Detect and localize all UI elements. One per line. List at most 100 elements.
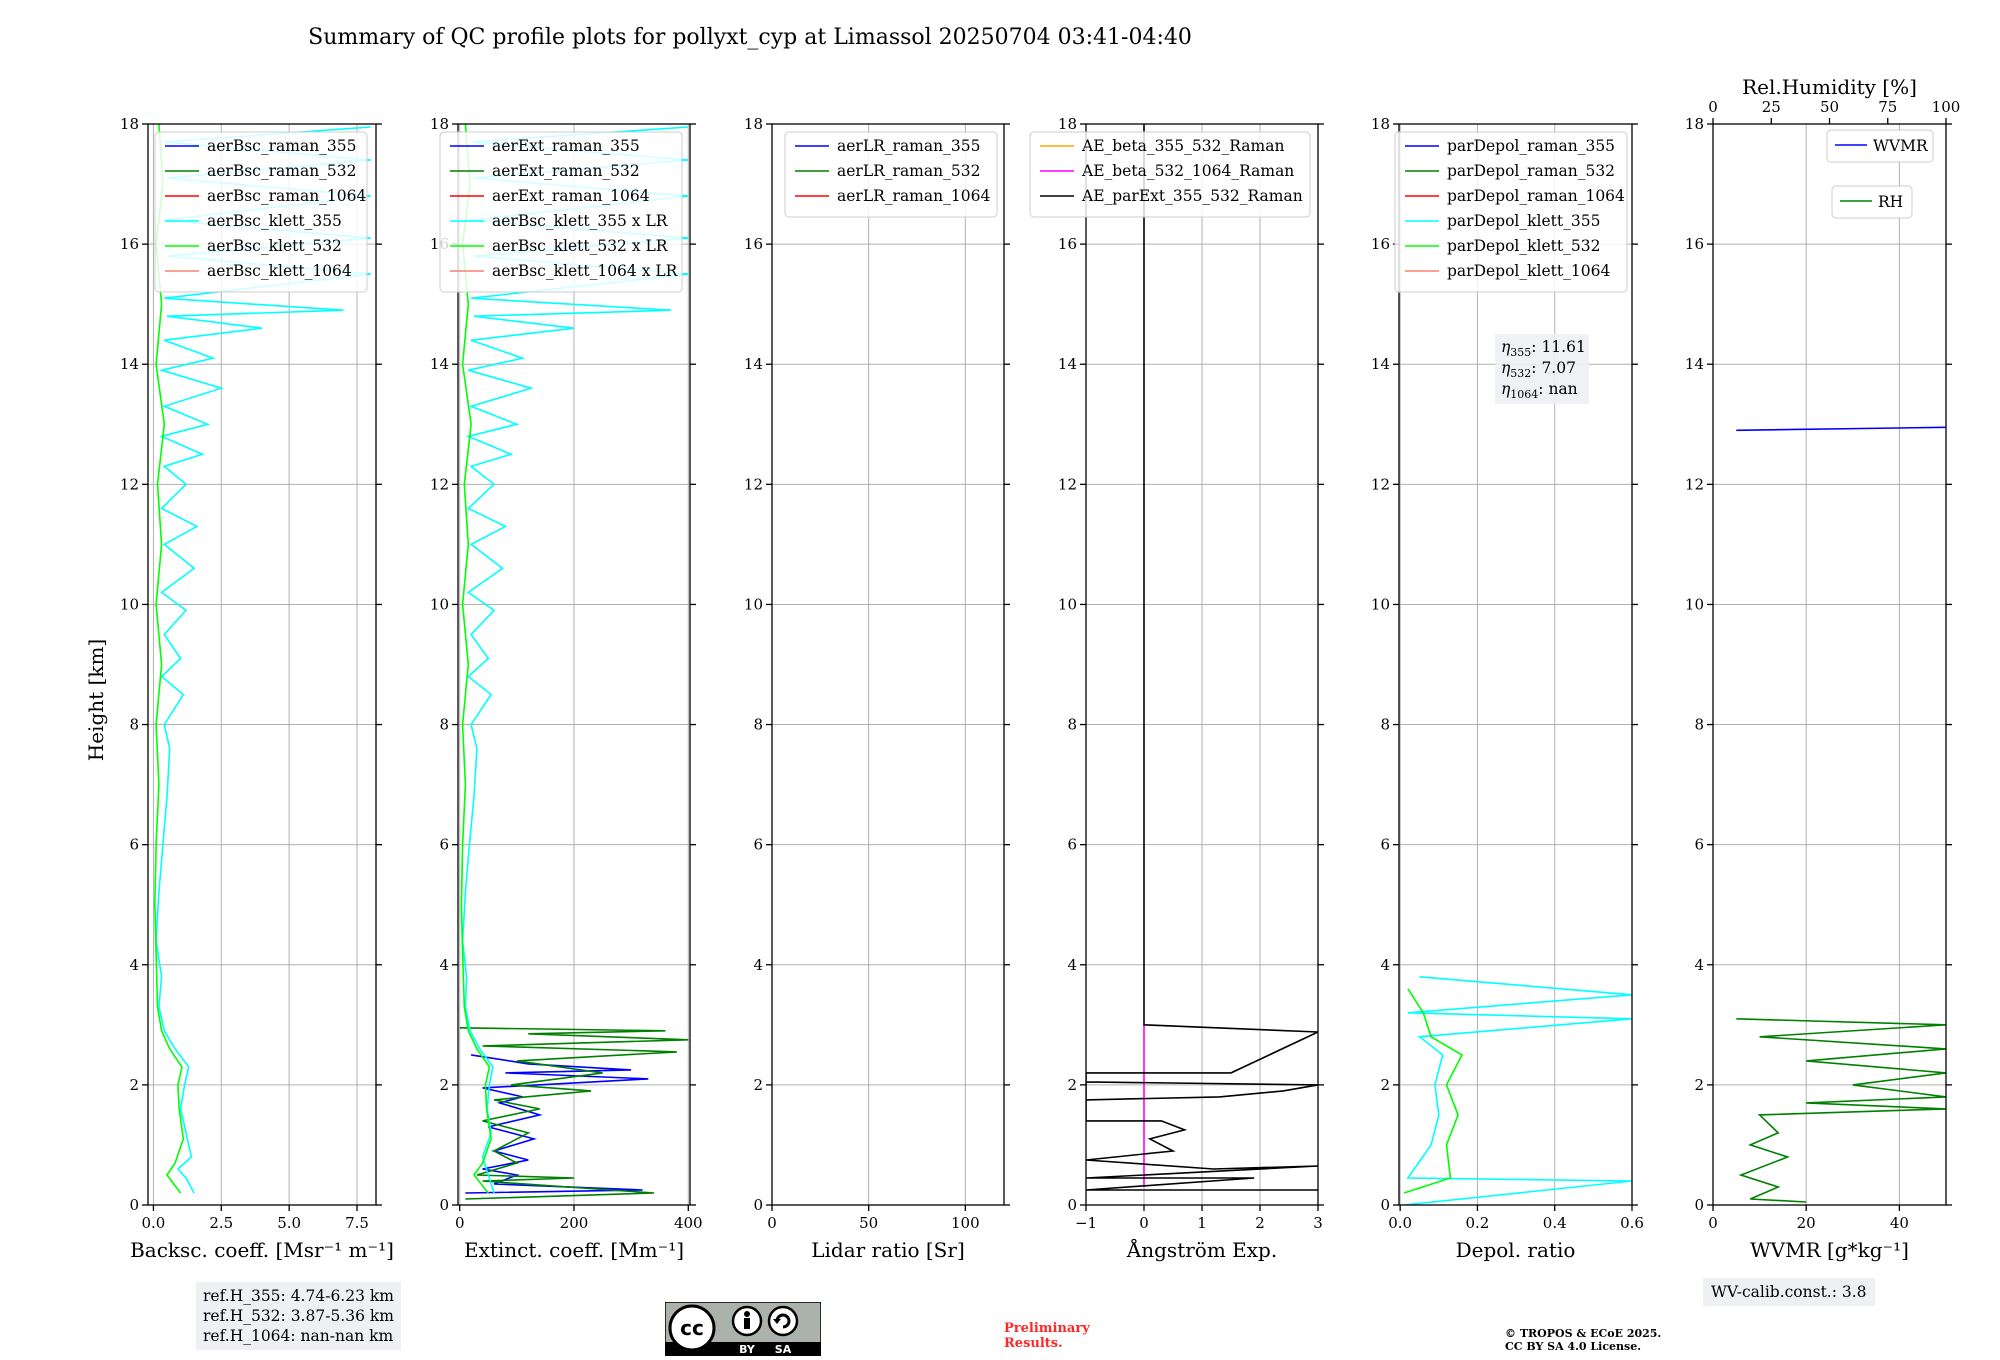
series-group bbox=[1403, 976, 1632, 1205]
x-tick-label: 0 bbox=[767, 1214, 777, 1232]
axes-frame bbox=[147, 123, 377, 1206]
y-tick-label: 2 bbox=[129, 1076, 139, 1094]
y-tick-label: 10 bbox=[120, 595, 139, 613]
cc-icon bbox=[668, 1304, 716, 1352]
y-tick-label: 12 bbox=[430, 475, 449, 493]
x-tick-label: 100 bbox=[951, 1214, 980, 1232]
legend-box bbox=[1826, 129, 1934, 163]
x-tick-label: 0 bbox=[1139, 1214, 1149, 1232]
y-tick-label: 0 bbox=[1694, 1196, 1704, 1214]
legend-entry: aerBsc_klett_532 x LR bbox=[492, 237, 669, 255]
series-line-aerBsc_klett_532 x LR bbox=[460, 124, 492, 1194]
series-line-RH bbox=[1736, 1018, 1946, 1203]
ref-height-355: ref.H_355: 4.74-6.23 km bbox=[203, 1287, 394, 1305]
legend-entry: aerBsc_klett_532 bbox=[207, 237, 342, 255]
legend-entry: aerBsc_klett_355 x LR bbox=[492, 212, 669, 230]
y-tick-label: 4 bbox=[1067, 956, 1077, 974]
y-tick-label: 4 bbox=[129, 956, 139, 974]
legend-entry: parDepol_raman_532 bbox=[1447, 162, 1615, 180]
y-tick-label: 14 bbox=[1685, 355, 1704, 373]
y-tick-label: 0 bbox=[1067, 1196, 1077, 1214]
x-axis-label: Ångström Exp. bbox=[1126, 1237, 1277, 1262]
legend: RH bbox=[1831, 185, 1913, 219]
x-tick-label: 2 bbox=[1255, 1214, 1265, 1232]
wv-calib-const: WV-calib.const.: 3.8 bbox=[1711, 1283, 1867, 1301]
reference-height-box: ref.H_355: 4.74-6.23 km ref.H_532: 3.87-5… bbox=[196, 1282, 401, 1350]
x-axis-label: WVMR [g*kg⁻¹] bbox=[1750, 1238, 1909, 1262]
axes-frame bbox=[1712, 123, 1947, 1206]
series-line-aerBsc_klett_532 bbox=[153, 124, 185, 1194]
x-tick-label: 0.0 bbox=[1388, 1214, 1412, 1232]
legend-entry: aerBsc_raman_355 bbox=[207, 137, 357, 155]
y-tick-label: 14 bbox=[1371, 355, 1390, 373]
x-tick-label: 1 bbox=[1197, 1214, 1207, 1232]
x-tick-label: 200 bbox=[560, 1214, 589, 1232]
y-tick-label: 0 bbox=[129, 1196, 139, 1214]
series-line-aerExt_raman_532 bbox=[459, 1027, 689, 1200]
y-tick-label: 6 bbox=[1380, 836, 1390, 854]
legend-box bbox=[439, 131, 683, 293]
y-tick-label: 6 bbox=[1694, 836, 1704, 854]
share-alike-icon bbox=[767, 1305, 799, 1337]
by-text: BY bbox=[739, 1343, 756, 1356]
top-x-tick-label: 75 bbox=[1878, 98, 1897, 116]
x-tick-label: 5.0 bbox=[277, 1214, 301, 1232]
y-tick-label: 18 bbox=[1058, 115, 1077, 133]
legend-entry: AE_beta_532_1064_Raman bbox=[1081, 162, 1294, 180]
y-tick-label: 8 bbox=[439, 716, 449, 734]
legend-box bbox=[154, 131, 368, 293]
y-tick-label: 12 bbox=[1685, 475, 1704, 493]
legend-entry: aerBsc_raman_1064 bbox=[207, 187, 367, 205]
top-x-tick-label: 100 bbox=[1932, 98, 1961, 116]
legend-entry: aerBsc_klett_1064 x LR bbox=[492, 262, 679, 280]
figure-title: Summary of QC profile plots for pollyxt_… bbox=[308, 25, 1192, 50]
y-tick-label: 16 bbox=[1058, 235, 1077, 253]
y-tick-label: 12 bbox=[1058, 475, 1077, 493]
y-tick-label: 6 bbox=[129, 836, 139, 854]
legend-entry: aerBsc_klett_355 bbox=[207, 212, 342, 230]
legend-entry: parDepol_klett_532 bbox=[1447, 237, 1600, 255]
legend-entry: parDepol_raman_355 bbox=[1447, 137, 1615, 155]
y-tick-label: 6 bbox=[753, 836, 763, 854]
y-tick-label: 18 bbox=[744, 115, 763, 133]
series-group bbox=[1086, 124, 1318, 1191]
ref-height-1064: ref.H_1064: nan-nan km bbox=[203, 1327, 394, 1345]
y-tick-label: 0 bbox=[439, 1196, 449, 1214]
legend-entry: aerExt_raman_532 bbox=[492, 162, 640, 180]
legend: aerExt_raman_355 aerExt_raman_532 aerExt_r… bbox=[439, 131, 683, 293]
y-tick-label: 18 bbox=[120, 115, 139, 133]
y-tick-label: 10 bbox=[1058, 595, 1077, 613]
backscatter-panel: 0 2 4 6 8 10 12 14 16 18 0.0 2.5 5.0 7.5 Backsc. coeff… bbox=[120, 115, 394, 1262]
y-tick-label: 6 bbox=[439, 836, 449, 854]
sa-text: SA bbox=[775, 1343, 792, 1356]
x-tick-label: −1 bbox=[1075, 1214, 1097, 1232]
y-tick-label: 12 bbox=[744, 475, 763, 493]
y-tick-label: 4 bbox=[1694, 956, 1704, 974]
lidar_ratio-panel: 0 2 4 6 8 10 12 14 16 18 0 50 100 Lidar ratio [Sr] aer… bbox=[744, 115, 1010, 1262]
x-tick-label: 7.5 bbox=[345, 1214, 369, 1232]
y-tick-label: 0 bbox=[1380, 1196, 1390, 1214]
legend-entry: aerExt_raman_1064 bbox=[492, 187, 650, 205]
y-tick-label: 18 bbox=[1685, 115, 1704, 133]
depol-panel: 0 2 4 6 8 10 12 14 16 18 0.0 0.2 0.4 0.6 Depol. ratio p… bbox=[1371, 115, 1644, 1262]
preliminary-results-note: Preliminary Results. bbox=[1004, 1321, 1090, 1351]
x-tick-label: 400 bbox=[674, 1214, 703, 1232]
eta-1064: η1064: nan bbox=[1501, 380, 1578, 401]
preliminary-line-2: Results. bbox=[1004, 1336, 1063, 1351]
legend: parDepol_raman_355 parDepol_raman_532 parD… bbox=[1394, 131, 1628, 293]
y-tick-label: 16 bbox=[1371, 235, 1390, 253]
legend-entry: AE_beta_355_532_Raman bbox=[1081, 137, 1284, 155]
series-line-WVMR bbox=[1736, 426, 1946, 432]
legend-box bbox=[1831, 185, 1913, 219]
y-tick-label: 10 bbox=[1685, 595, 1704, 613]
y-tick-label: 0 bbox=[753, 1196, 763, 1214]
y-tick-label: 16 bbox=[744, 235, 763, 253]
y-tick-label: 14 bbox=[430, 355, 449, 373]
y-axis-label: Height [km] bbox=[84, 639, 108, 761]
legend: AE_beta_355_532_Raman AE_beta_532_1064_Ra… bbox=[1029, 131, 1311, 218]
cc-by-sa-license-badge: cc BY SA bbox=[665, 1302, 821, 1356]
y-tick-label: 8 bbox=[753, 716, 763, 734]
top-x-axis-label: Rel.Humidity [%] bbox=[1742, 75, 1917, 99]
axes-frame bbox=[1398, 123, 1633, 1206]
legend-entry: AE_parExt_355_532_Raman bbox=[1081, 187, 1303, 205]
